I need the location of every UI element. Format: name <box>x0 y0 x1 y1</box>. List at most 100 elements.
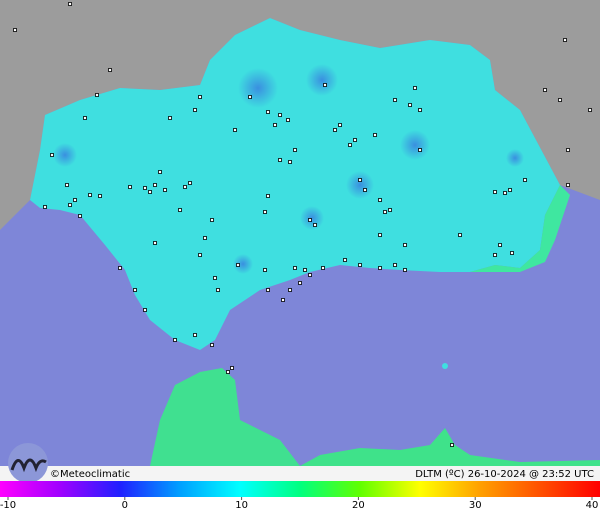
station <box>418 148 422 152</box>
station <box>288 288 292 292</box>
station <box>83 116 87 120</box>
station <box>95 93 99 97</box>
station <box>266 288 270 292</box>
station <box>288 160 292 164</box>
station <box>418 108 422 112</box>
station <box>363 188 367 192</box>
map <box>0 0 600 466</box>
station <box>403 268 407 272</box>
station <box>88 193 92 197</box>
tick-label: 20 <box>352 500 365 511</box>
station <box>378 233 382 237</box>
stations <box>13 2 592 447</box>
station <box>358 178 362 182</box>
station <box>503 191 507 195</box>
station <box>210 343 214 347</box>
station <box>266 194 270 198</box>
station <box>183 185 187 189</box>
station <box>408 103 412 107</box>
station <box>128 185 132 189</box>
station <box>378 266 382 270</box>
station <box>65 183 69 187</box>
station <box>523 178 527 182</box>
station <box>343 258 347 262</box>
station <box>450 443 454 447</box>
station <box>210 218 214 222</box>
tick-label: 10 <box>235 500 248 511</box>
tick-label: 40 <box>586 500 599 511</box>
station <box>588 108 592 112</box>
station <box>278 158 282 162</box>
station <box>393 263 397 267</box>
station <box>148 190 152 194</box>
logo <box>8 443 48 483</box>
station <box>286 118 290 122</box>
station <box>403 243 407 247</box>
tick-label: -10 <box>0 500 16 511</box>
andalusia <box>30 18 560 350</box>
station <box>248 95 252 99</box>
station <box>193 108 197 112</box>
station <box>383 210 387 214</box>
station <box>50 153 54 157</box>
station <box>510 251 514 255</box>
station <box>230 366 234 370</box>
station <box>348 143 352 147</box>
tick-label: 0 <box>122 500 128 511</box>
station <box>358 263 362 267</box>
station <box>173 338 177 342</box>
colorbar <box>0 481 600 497</box>
station <box>158 170 162 174</box>
station <box>68 203 72 207</box>
station <box>193 333 197 337</box>
station <box>163 188 167 192</box>
station <box>266 110 270 114</box>
station <box>236 263 240 267</box>
station <box>263 210 267 214</box>
station <box>233 128 237 132</box>
station <box>413 86 417 90</box>
station <box>353 138 357 142</box>
station <box>133 288 137 292</box>
station <box>118 266 122 270</box>
station <box>198 253 202 257</box>
station <box>508 188 512 192</box>
station <box>323 83 327 87</box>
islet <box>442 363 448 369</box>
info-bar <box>0 466 600 481</box>
credit: ©Meteoclimatic <box>50 469 130 480</box>
station <box>393 98 397 102</box>
station <box>498 243 502 247</box>
station <box>458 233 462 237</box>
station <box>43 205 47 209</box>
station <box>98 194 102 198</box>
station <box>493 190 497 194</box>
station <box>143 186 147 190</box>
station <box>563 38 567 42</box>
morocco-east <box>300 428 600 466</box>
cool-spots <box>53 64 524 274</box>
station <box>73 198 77 202</box>
station <box>78 214 82 218</box>
station <box>558 98 562 102</box>
station <box>388 208 392 212</box>
station <box>203 236 207 240</box>
station <box>68 2 72 6</box>
station <box>153 241 157 245</box>
station <box>338 123 342 127</box>
station <box>178 208 182 212</box>
station <box>321 266 325 270</box>
station <box>273 123 277 127</box>
station <box>543 88 547 92</box>
station <box>188 181 192 185</box>
station <box>13 28 17 32</box>
station <box>373 133 377 137</box>
station <box>493 253 497 257</box>
station <box>293 148 297 152</box>
station <box>378 198 382 202</box>
coast-warm <box>470 185 570 272</box>
spain-land <box>0 0 600 230</box>
station <box>308 218 312 222</box>
station <box>313 223 317 227</box>
